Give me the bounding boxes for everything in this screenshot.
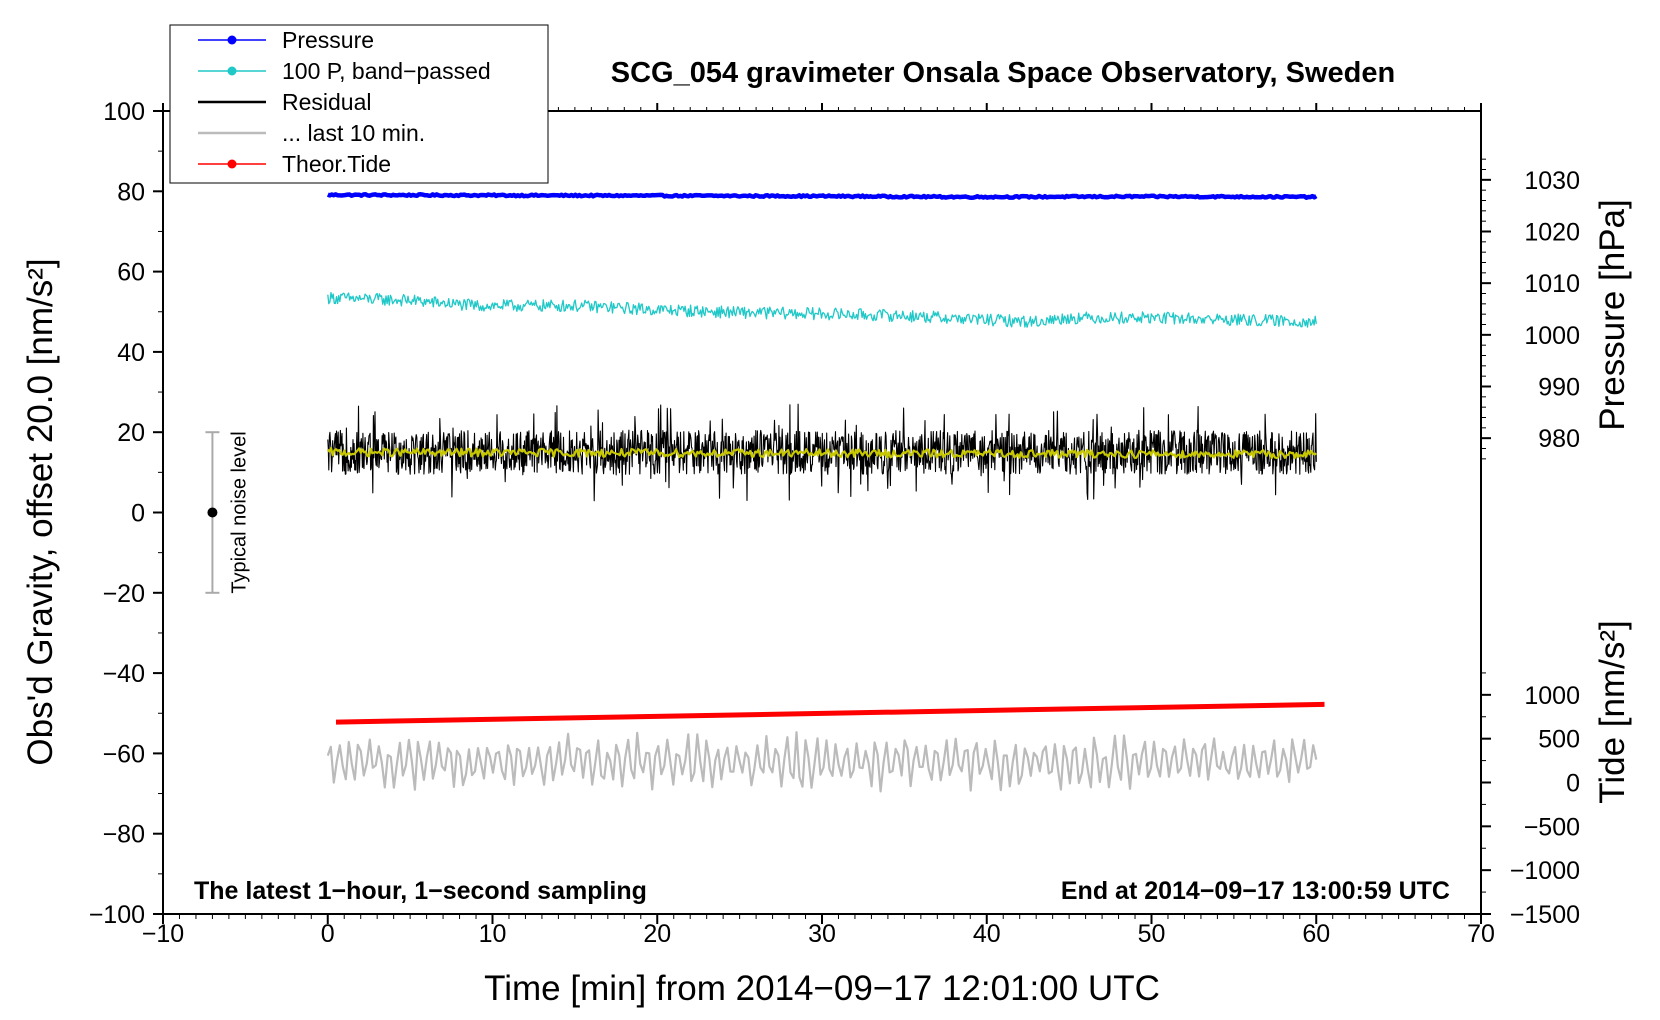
plot-frame <box>162 110 1482 915</box>
legend-label: Residual <box>282 89 372 115</box>
y-left-tick-label: −100 <box>89 901 145 929</box>
tide-tick-label: −1000 <box>1510 857 1580 885</box>
tide-tick-label: 0 <box>1566 770 1580 798</box>
pressure-tick-label: 990 <box>1538 374 1580 402</box>
series-line <box>327 403 1317 502</box>
series-line <box>326 447 1317 460</box>
x-tick-label: 20 <box>643 920 671 948</box>
x-tick-label: 70 <box>1467 920 1495 948</box>
x-tick-label: 60 <box>1302 920 1330 948</box>
y-left-tick-label: −40 <box>103 660 145 688</box>
y-left-tick-label: 20 <box>117 419 145 447</box>
legend-label: Pressure <box>282 27 374 53</box>
x-tick-label: 40 <box>973 920 1001 948</box>
pressure-tick-label: 1030 <box>1524 167 1580 195</box>
series-line <box>335 701 1325 725</box>
y-left-tick-label: −60 <box>103 740 145 768</box>
legend-label: 100 P, band−passed <box>282 58 491 84</box>
pressure-tick-label: 1010 <box>1524 270 1580 298</box>
legend-label: Theor.Tide <box>282 151 391 177</box>
legend-label: ... last 10 min. <box>282 120 425 146</box>
series-line <box>326 731 1318 793</box>
x-axis-label: Time [min] from 2014−09−17 12:01:00 UTC <box>484 969 1160 1008</box>
y-axis-label-pressure: Pressure [hPa] <box>1593 199 1632 431</box>
tide-tick-label: 500 <box>1538 726 1580 754</box>
legend: Pressure 100 P, band−passed Residual ... la… <box>169 24 549 184</box>
legend-marker <box>227 159 237 169</box>
y-axis-label-tide: Tide [nm/s²] <box>1593 620 1632 803</box>
x-tick-label: 30 <box>808 920 836 948</box>
pressure-tick-label: 1020 <box>1524 219 1580 247</box>
annotation-left: The latest 1−hour, 1−second sampling <box>194 877 647 905</box>
legend-marker <box>227 35 237 45</box>
y-axis-label-left: Obs'd Gravity, offset 20.0 [nm/s²] <box>21 258 60 765</box>
y-left-tick-label: 40 <box>117 339 145 367</box>
annotation-right: End at 2014−09−17 13:00:59 UTC <box>1061 877 1450 905</box>
x-tick-label: 10 <box>479 920 507 948</box>
pressure-tick-label: 980 <box>1538 425 1580 453</box>
noise-level-indicator: Typical noise level <box>205 431 250 594</box>
pressure-tick-label: 1000 <box>1524 322 1580 350</box>
y-left-tick-label: 0 <box>131 500 145 528</box>
chart-title: SCG_054 gravimeter Onsala Space Observat… <box>611 57 1395 89</box>
x-tick-label: 50 <box>1138 920 1166 948</box>
series-line <box>326 192 1318 200</box>
axes-layer: −10 0 10 20 30 40 50 60 70−100−80−60−40−20020406… <box>89 98 1580 948</box>
y-left-tick-label: −80 <box>103 821 145 849</box>
x-tick-label: 0 <box>321 920 335 948</box>
x-tick-label: −10 <box>142 920 184 948</box>
legend-marker <box>227 66 237 76</box>
y-left-tick-label: 60 <box>117 259 145 287</box>
y-left-tick-label: 80 <box>117 178 145 206</box>
series-line <box>327 291 1317 328</box>
noise-bar-center-dot <box>207 507 218 518</box>
tide-tick-label: 1000 <box>1524 682 1580 710</box>
tide-tick-label: −500 <box>1524 813 1580 841</box>
series-layer <box>326 192 1325 793</box>
y-left-tick-label: −20 <box>103 580 145 608</box>
legend-box <box>169 24 549 184</box>
noise-level-label: Typical noise level <box>228 431 250 593</box>
plot-area <box>162 110 1482 915</box>
tide-tick-label: −1500 <box>1510 901 1580 929</box>
y-left-tick-label: 100 <box>103 98 145 126</box>
